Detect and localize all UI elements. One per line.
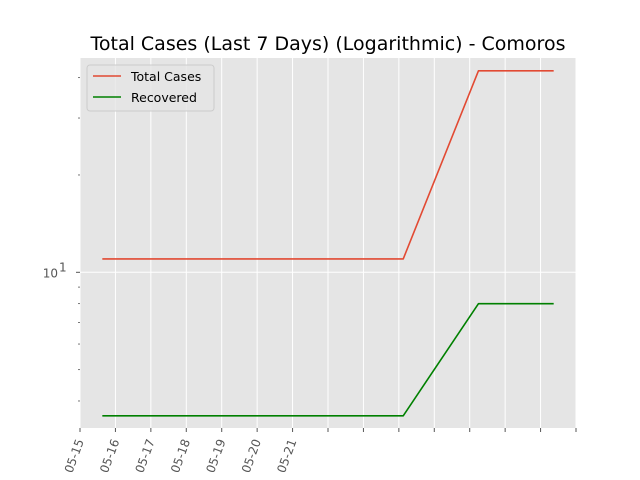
y-tick-label: 10	[43, 266, 58, 280]
series-line-total-cases	[102, 69, 554, 260]
series-line-recovered	[102, 302, 554, 417]
series-lines	[102, 69, 554, 417]
legend: Total Cases Recovered	[86, 64, 215, 112]
legend-label-total-cases: Total Cases	[130, 69, 201, 84]
y-tick-label-exponent: 1	[59, 260, 67, 274]
grid	[79, 58, 577, 428]
chart-title: Total Cases (Last 7 Days) (Logarithmic) …	[90, 33, 566, 55]
legend-label-recovered: Recovered	[131, 90, 197, 105]
y-axis: 10 1	[43, 77, 80, 402]
